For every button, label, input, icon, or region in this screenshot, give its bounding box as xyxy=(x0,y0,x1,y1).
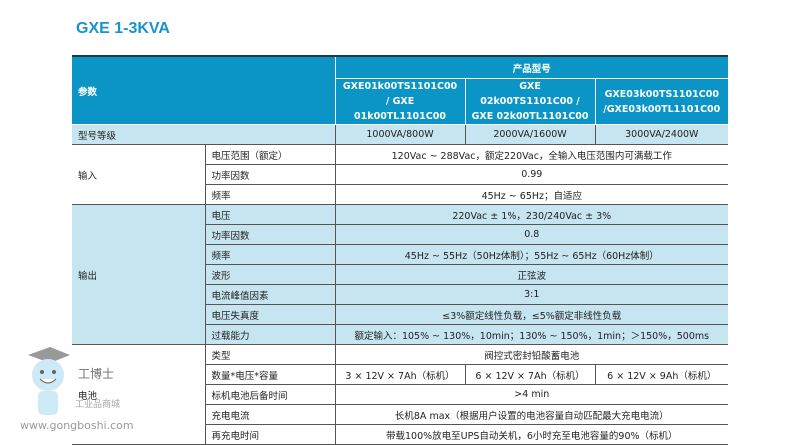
row-value: >4 min xyxy=(334,384,729,405)
row-value: 6 × 12V × 9Ah（标机） xyxy=(594,364,729,385)
row-value: 120Vac ~ 288Vac，额定220Vac，全输入电压范围内可满载工作 xyxy=(334,144,729,165)
watermark-url: www.gongboshi.com xyxy=(20,419,134,432)
input-section: 输入 xyxy=(72,144,206,205)
mascot-icon xyxy=(28,347,70,415)
model-2: GXE 02k00TS1101C00 / GXE 02k00TL1101C00 xyxy=(464,78,596,125)
row-value: 长机8A max（根据用户设置的电池容量自动匹配最大充电电流） xyxy=(334,404,729,425)
spec-table: 参数 产品型号 GXE01k00TS1101C00 / GXE 01k00TL11… xyxy=(72,55,729,445)
row-key: 电流峰值因素 xyxy=(205,284,336,305)
product-model-header: 产品型号 xyxy=(334,55,729,79)
row-key: 充电电流 xyxy=(205,404,336,425)
model-3: GXE03k00TS1101C00 /GXE03k00TL1101C00 xyxy=(594,78,729,125)
watermark-brand: 工博士 xyxy=(78,367,115,381)
row-key: 数量*电压*容量 xyxy=(205,364,336,385)
row-value: 正弦波 xyxy=(334,264,729,285)
output-section: 输出 xyxy=(72,204,206,345)
row-key: 波形 xyxy=(205,264,336,285)
row-value: 带载100%放电至UPS自动关机，6小时充至电池容量的90%（标机） xyxy=(334,424,729,445)
row-key: 功率因数 xyxy=(205,224,336,245)
row-value: 阀控式密封铅酸蓄电池 xyxy=(334,344,729,365)
row-value: 3:1 xyxy=(334,284,729,305)
row-value: 45Hz ~ 65Hz；自适应 xyxy=(334,184,729,205)
row-key: 频率 xyxy=(205,244,336,265)
row-value: 3 × 12V × 7Ah（标机） xyxy=(334,364,466,385)
row-value: 45Hz ~ 55Hz（50Hz体制）；55Hz ~ 65Hz（60Hz体制） xyxy=(334,244,729,265)
row-key: 电压范围（额定） xyxy=(204,144,336,165)
row-value: 0.99 xyxy=(334,164,729,185)
row-key: 电压 xyxy=(204,204,336,225)
watermark-logo: 工博士 工业品商城 www.gongboshi.com xyxy=(20,345,160,435)
row-key: 电压失真度 xyxy=(205,304,336,325)
rating-2: 2000VA/1600W xyxy=(464,124,596,145)
rating-1: 1000VA/800W xyxy=(334,124,466,145)
param-header: 参数 xyxy=(72,55,336,125)
row-key: 过载能力 xyxy=(205,324,336,345)
row-key: 标机电池后备时间 xyxy=(205,384,336,405)
row-key: 频率 xyxy=(205,184,336,205)
row-key: 功率因数 xyxy=(205,164,336,185)
rating-3: 3000VA/2400W xyxy=(594,124,729,145)
row-value: 额定输入：105% ~ 130%，10min；130% ~ 150%，1min；… xyxy=(334,324,729,345)
model-1: GXE01k00TS1101C00 / GXE 01k00TL1101C00 xyxy=(335,78,466,125)
rating-label: 型号等级 xyxy=(72,124,336,145)
row-key: 再充电时间 xyxy=(205,424,336,445)
row-value: 220Vac ± 1%，230/240Vac ± 3% xyxy=(334,204,729,225)
row-value: ≤3%额定线性负载，≤5%额定非线性负载 xyxy=(334,304,729,325)
watermark-sub: 工业品商城 xyxy=(75,400,121,410)
battery-section: 电池 xyxy=(72,344,206,445)
row-key: 类型 xyxy=(204,344,336,365)
row-value: 0.8 xyxy=(334,224,729,245)
row-value: 6 × 12V × 7Ah（标机） xyxy=(464,364,596,385)
page-title: GXE 1-3KVA xyxy=(76,20,170,37)
